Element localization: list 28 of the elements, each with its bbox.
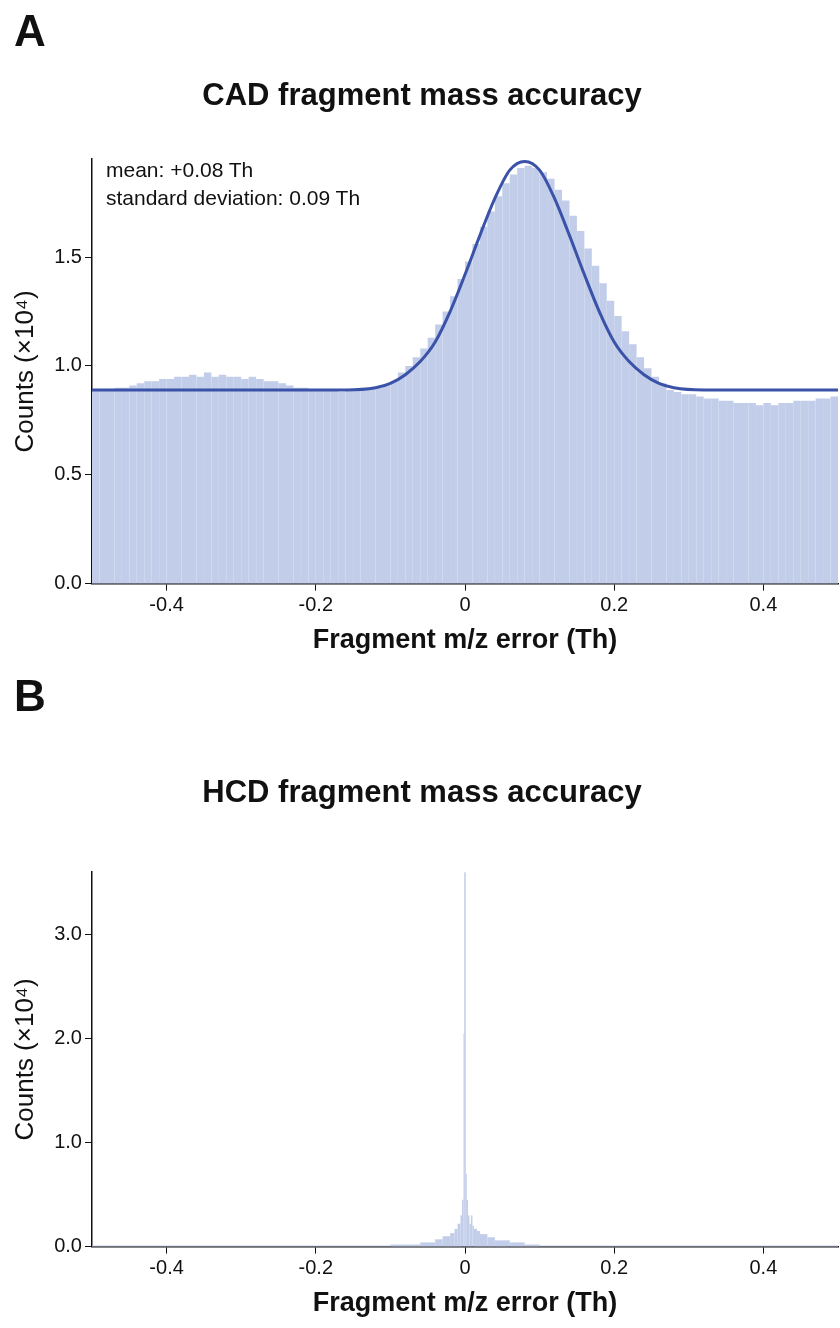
y-tick-label: 1.0 (54, 353, 82, 376)
y-tick-label: 1.5 (54, 244, 82, 267)
y-tick-label: 1.0 (54, 1130, 82, 1153)
y-tick-label: 0.0 (54, 571, 82, 594)
x-tick-label: 0.4 (749, 593, 778, 616)
y-tick-label: 3.0 (54, 922, 82, 945)
x-axis-title: Fragment m/z error (Th) (312, 1287, 618, 1318)
x-axis-title: Fragment m/z error (Th) (312, 624, 618, 655)
chart-title: CAD fragment mass accuracy (202, 77, 643, 113)
x-tick-label: 0.2 (600, 1256, 629, 1279)
y-tick-label: 2.0 (54, 1026, 82, 1049)
x-tick-label: 0.2 (600, 593, 629, 616)
text: A (14, 6, 46, 56)
x-tick-label: -0.2 (298, 593, 334, 616)
y-axis-title: Counts (×10⁴) (8, 290, 39, 453)
x-tick-label: -0.4 (149, 1256, 184, 1279)
x-tick-label: -0.2 (298, 1256, 334, 1279)
y-axis-title: Counts (×10⁴) (8, 978, 39, 1141)
x-tick-label: 0 (459, 1256, 471, 1279)
y-tick-label: 0.0 (54, 1234, 82, 1257)
x-tick-label: -0.4 (149, 593, 184, 616)
text: B (14, 671, 46, 721)
x-tick-label: 0.4 (749, 1256, 778, 1279)
chart-title: HCD fragment mass accuracy (202, 774, 643, 810)
annotation: standard deviation: 0.09 Th (106, 186, 361, 210)
annotation: mean: +0.08 Th (106, 158, 254, 182)
y-tick-label: 0.5 (54, 462, 82, 485)
x-tick-label: 0 (459, 593, 471, 616)
